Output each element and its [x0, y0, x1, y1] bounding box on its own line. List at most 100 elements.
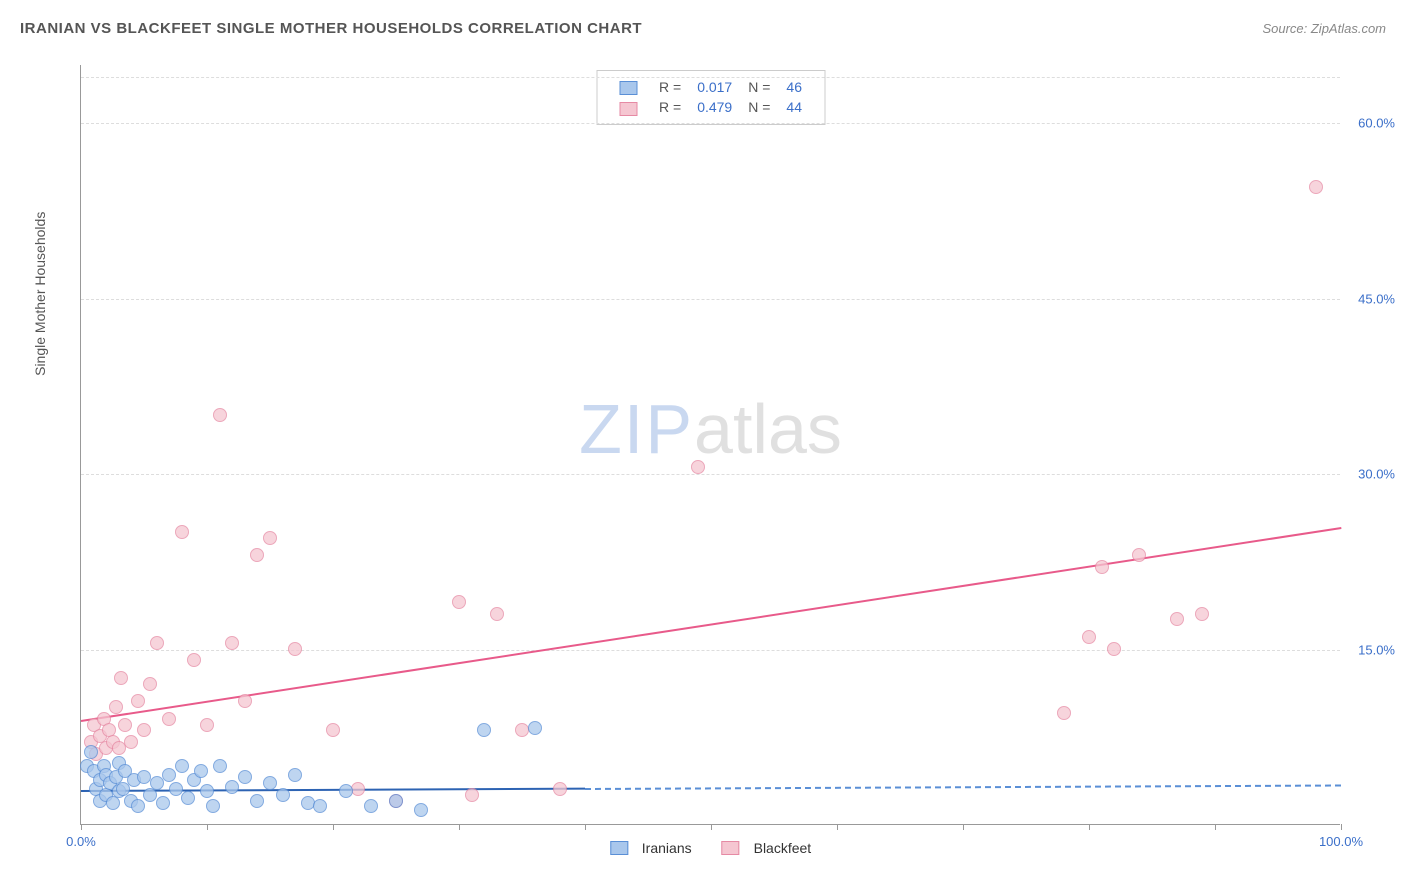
legend-row-iranians: R = 0.017 N = 46 — [611, 77, 810, 97]
x-tick — [207, 824, 208, 830]
plot-area: ZIPatlas R = 0.017 N = 46 R = 0.479 N = … — [80, 65, 1340, 825]
blackfeet-point — [187, 653, 201, 667]
blackfeet-swatch-icon — [722, 841, 740, 855]
blackfeet-point — [691, 460, 705, 474]
blackfeet-point — [1132, 548, 1146, 562]
iranians-point — [194, 764, 208, 778]
iranians-point — [181, 791, 195, 805]
blackfeet-point — [200, 718, 214, 732]
blackfeet-point — [351, 782, 365, 796]
blackfeet-point — [143, 677, 157, 691]
blackfeet-point — [213, 408, 227, 422]
x-tick — [963, 824, 964, 830]
blackfeet-point — [1309, 180, 1323, 194]
blackfeet-point — [225, 636, 239, 650]
iranians-point — [175, 759, 189, 773]
gridline — [81, 299, 1340, 300]
blackfeet-point — [553, 782, 567, 796]
y-tick-label: 15.0% — [1345, 642, 1395, 657]
iranians-point — [213, 759, 227, 773]
x-tick — [1089, 824, 1090, 830]
x-tick — [81, 824, 82, 830]
blackfeet-r-value: 0.479 — [689, 97, 740, 117]
iranians-point — [339, 784, 353, 798]
iranians-point — [84, 745, 98, 759]
y-tick-label: 60.0% — [1345, 116, 1395, 131]
legend-item-blackfeet: Blackfeet — [722, 840, 812, 856]
x-tick — [1341, 824, 1342, 830]
iranians-r-value: 0.017 — [689, 77, 740, 97]
watermark-atlas: atlas — [694, 390, 842, 468]
trend-line — [81, 527, 1341, 722]
iranians-point — [225, 780, 239, 794]
iranians-point — [477, 723, 491, 737]
watermark-zip: ZIP — [579, 390, 694, 468]
blackfeet-point — [490, 607, 504, 621]
x-tick — [837, 824, 838, 830]
blackfeet-point — [1195, 607, 1209, 621]
blackfeet-point — [1170, 612, 1184, 626]
iranians-point — [206, 799, 220, 813]
iranians-point — [238, 770, 252, 784]
iranians-point — [313, 799, 327, 813]
iranians-swatch-icon — [619, 81, 637, 95]
blackfeet-n-value: 44 — [778, 97, 810, 117]
y-tick-label: 45.0% — [1345, 291, 1395, 306]
blackfeet-point — [238, 694, 252, 708]
iranians-point — [364, 799, 378, 813]
blackfeet-swatch-icon — [619, 102, 637, 116]
iranians-point — [528, 721, 542, 735]
iranians-point — [150, 776, 164, 790]
legend-item-iranians: Iranians — [610, 840, 692, 856]
blackfeet-point — [114, 671, 128, 685]
iranians-point — [156, 796, 170, 810]
blackfeet-point — [1095, 560, 1109, 574]
chart-title: IRANIAN VS BLACKFEET SINGLE MOTHER HOUSE… — [20, 20, 642, 37]
blackfeet-point — [109, 700, 123, 714]
gridline — [81, 77, 1340, 78]
iranians-swatch-icon — [610, 841, 628, 855]
blackfeet-point — [124, 735, 138, 749]
gridline — [81, 123, 1340, 124]
chart-container: Single Mother Households ZIPatlas R = 0.… — [50, 55, 1370, 845]
chart-header: IRANIAN VS BLACKFEET SINGLE MOTHER HOUSE… — [20, 20, 1386, 37]
blackfeet-point — [1107, 642, 1121, 656]
iranians-point — [414, 803, 428, 817]
y-axis-label: Single Mother Households — [32, 212, 48, 376]
series-legend: Iranians Blackfeet — [610, 840, 811, 856]
iranians-point — [169, 782, 183, 796]
iranians-point — [276, 788, 290, 802]
blackfeet-point — [452, 595, 466, 609]
blackfeet-point — [263, 531, 277, 545]
gridline — [81, 650, 1340, 651]
x-tick — [1215, 824, 1216, 830]
x-tick — [459, 824, 460, 830]
blackfeet-point — [465, 788, 479, 802]
iranians-point — [288, 768, 302, 782]
blackfeet-label: Blackfeet — [754, 840, 812, 856]
x-tick-label: 0.0% — [66, 834, 96, 849]
iranians-point — [200, 784, 214, 798]
correlation-legend: R = 0.017 N = 46 R = 0.479 N = 44 — [596, 70, 825, 125]
blackfeet-point — [1082, 630, 1096, 644]
x-tick — [333, 824, 334, 830]
blackfeet-point — [137, 723, 151, 737]
legend-row-blackfeet: R = 0.479 N = 44 — [611, 97, 810, 117]
source-attribution: Source: ZipAtlas.com — [1262, 21, 1386, 36]
x-tick-label: 100.0% — [1319, 834, 1363, 849]
trend-line-dashed — [585, 784, 1341, 790]
blackfeet-point — [150, 636, 164, 650]
blackfeet-point — [162, 712, 176, 726]
blackfeet-point — [1057, 706, 1071, 720]
watermark: ZIPatlas — [579, 389, 842, 469]
gridline — [81, 474, 1340, 475]
y-tick-label: 30.0% — [1345, 467, 1395, 482]
blackfeet-point — [250, 548, 264, 562]
blackfeet-point — [326, 723, 340, 737]
blackfeet-point — [118, 718, 132, 732]
iranians-point — [250, 794, 264, 808]
iranians-point — [263, 776, 277, 790]
iranians-point — [162, 768, 176, 782]
iranians-point — [131, 799, 145, 813]
blackfeet-point — [131, 694, 145, 708]
